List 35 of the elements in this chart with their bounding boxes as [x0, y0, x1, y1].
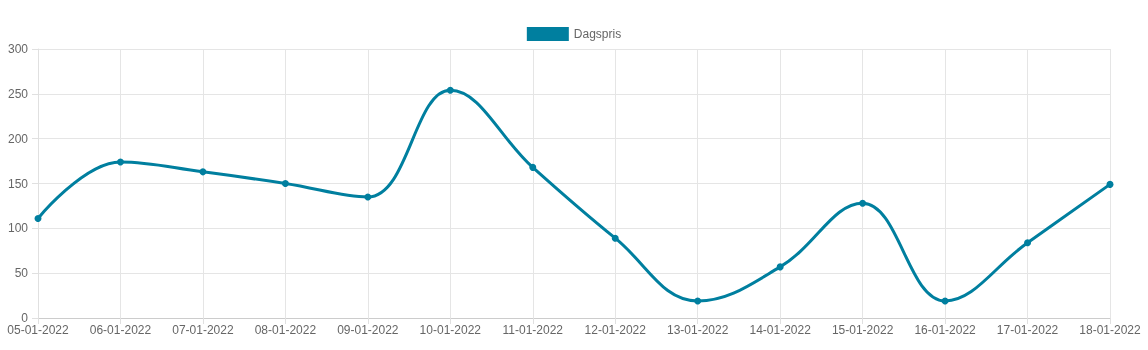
point	[1024, 239, 1032, 247]
y-tick-label: 300	[7, 42, 29, 56]
x-tick-label: 14-01-2022	[749, 323, 812, 337]
point	[364, 193, 372, 201]
x-tick-label: 12-01-2022	[584, 323, 647, 337]
x-tick-label: 16-01-2022	[914, 323, 977, 337]
point	[859, 199, 867, 207]
x-tick-label: 10-01-2022	[419, 323, 482, 337]
point	[1106, 180, 1114, 188]
point	[776, 263, 784, 271]
point	[281, 180, 289, 187]
x-tick-label: 17-01-2022	[996, 323, 1059, 337]
x-tick-label: 05-01-2022	[7, 323, 70, 337]
point	[34, 214, 42, 222]
x-tick-label: 07-01-2022	[172, 323, 234, 337]
x-tick-label: 13-01-2022	[667, 323, 729, 337]
x-tick-label: 11-01-2022	[502, 323, 564, 337]
legend-label: Dagspris	[573, 27, 622, 41]
point	[611, 234, 619, 242]
point	[529, 163, 537, 171]
x-tick-label: 08-01-2022	[254, 323, 317, 337]
point	[694, 297, 702, 305]
y-tick-label: 150	[7, 176, 29, 191]
y-tick-label: 0	[21, 311, 29, 325]
x-tick-label: 09-01-2022	[337, 323, 399, 337]
point	[116, 158, 124, 166]
x-tick-label: 15-01-2022	[831, 323, 894, 337]
y-tick-label: 100	[7, 221, 29, 236]
point	[446, 86, 454, 94]
point	[199, 168, 207, 176]
y-tick-label: 200	[7, 131, 29, 146]
y-tick-label: 50	[14, 266, 29, 281]
x-tick-label: 18-01-2022	[1079, 323, 1142, 337]
y-tick-label: 250	[7, 86, 29, 101]
x-tick-label: 06-01-2022	[89, 323, 152, 337]
